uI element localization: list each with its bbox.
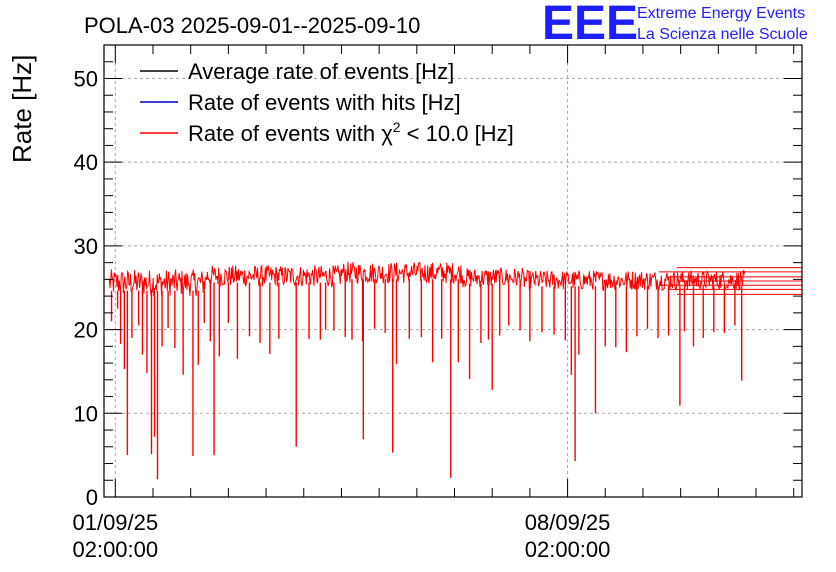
x-tick-label-time-1: 02:00:00 <box>525 537 611 562</box>
y-tick-label-40: 40 <box>74 150 98 175</box>
legend-label-average: Average rate of events [Hz] <box>188 59 454 84</box>
x-tick-label-time-0: 02:00:00 <box>72 537 158 562</box>
series-line-chi2 <box>108 261 746 297</box>
x-tick-label-date-0: 01/09/25 <box>72 510 158 535</box>
eee-logo: EEE Extreme Energy Events La Scienza nel… <box>542 0 808 50</box>
y-tick-label-50: 50 <box>74 66 98 91</box>
chart-title: POLA-03 2025-09-01--2025-09-10 <box>84 13 420 38</box>
axis-ticks: 0102030405001/09/2502:00:0008/09/2502:00… <box>72 44 802 562</box>
grid-lines <box>104 45 802 497</box>
legend: Average rate of events [Hz] Rate of even… <box>140 59 514 146</box>
axes <box>103 44 803 498</box>
y-axis-label: Rate [Hz] <box>7 55 37 163</box>
series-rate-chi2 <box>108 261 802 480</box>
x-tick-label-date-1: 08/09/25 <box>525 510 611 535</box>
y-tick-label-0: 0 <box>86 485 98 510</box>
y-tick-label-10: 10 <box>74 401 98 426</box>
plot-frame <box>103 44 803 498</box>
eee-logo-line1: Extreme Energy Events <box>637 5 805 22</box>
y-tick-label-20: 20 <box>74 318 98 343</box>
eee-logo-line2: La Scienza nelle Scuole <box>637 26 808 43</box>
legend-label-chi2-main: Rate of events with χ <box>188 121 393 146</box>
legend-label-chi2-sup: 2 <box>393 119 401 135</box>
legend-label-chi2-tail: < 10.0 [Hz] <box>401 121 514 146</box>
y-tick-label-30: 30 <box>74 234 98 259</box>
legend-label-chi2: Rate of events with χ2 < 10.0 [Hz] <box>188 119 514 146</box>
legend-label-hits: Rate of events with hits [Hz] <box>188 90 461 115</box>
eee-logo-mark: EEE <box>542 0 638 50</box>
